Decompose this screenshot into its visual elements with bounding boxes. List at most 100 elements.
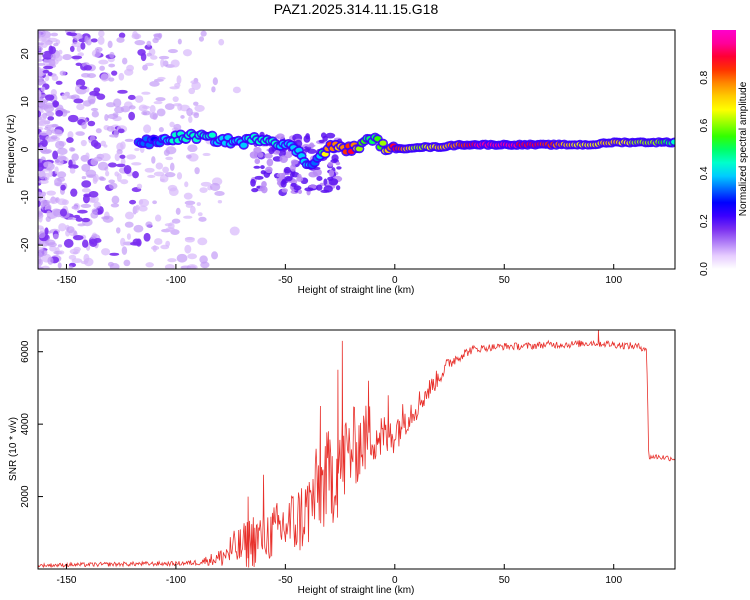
spectrogram-noise-blob <box>177 38 182 45</box>
spectrogram-y-tick-label: -20 <box>20 237 31 252</box>
spectrogram-noise-blob <box>99 65 105 71</box>
spectrogram-x-tick-label: -150 <box>56 275 76 286</box>
spectrogram-noise-blob <box>111 70 118 76</box>
spectrogram-noise-blob <box>46 210 52 217</box>
spectrogram-noise-blob <box>76 103 85 111</box>
spectrogram-noise-blob <box>41 191 47 197</box>
spectrogram-noise-blob <box>209 182 221 191</box>
spectrogram-noise-blob <box>133 224 144 233</box>
spectrogram-noise-blob <box>149 105 156 114</box>
spectrogram-noise-blob <box>44 102 55 109</box>
spectrogram-noise-blob <box>131 162 142 166</box>
spectrogram-noise-blob <box>81 180 92 188</box>
spectrogram-noise-blob <box>160 58 165 68</box>
spectrogram-noise-blob <box>110 203 120 208</box>
spectrogram-noise-blob <box>93 201 101 209</box>
snr-y-tick-label: 2000 <box>20 485 31 508</box>
spectrogram-noise-blob <box>164 263 175 269</box>
spectrogram-noise-blob <box>68 32 78 37</box>
spectrogram-noise-blob <box>119 154 126 159</box>
spectrogram-noise-blob <box>147 174 156 178</box>
spectrogram-noise-blob <box>193 112 200 119</box>
spectrogram-noise-blob <box>38 42 45 46</box>
spectrogram-noise-blob <box>75 217 83 222</box>
spectrogram-noise-blob <box>168 49 178 54</box>
spectrogram-spread-blob <box>333 158 338 163</box>
snr-marks <box>38 330 675 569</box>
spectrogram-noise-blob <box>184 181 189 188</box>
spectrogram-noise-blob <box>134 147 140 152</box>
spectrogram-spread-blob <box>283 166 292 174</box>
spectrogram-spread-blob <box>284 175 293 182</box>
spectrogram-noise-blob <box>132 171 139 179</box>
spectrogram-spread-blob <box>260 165 265 170</box>
spectrogram-noise-blob <box>183 192 193 200</box>
spectrogram-noise-blob <box>169 121 175 128</box>
spectrogram-noise-blob <box>58 250 65 255</box>
spectrogram-noise-blob <box>73 246 81 252</box>
spectrogram-noise-blob <box>155 162 164 170</box>
spectrogram-noise-blob <box>44 227 49 235</box>
spectrogram-noise-blob <box>188 115 193 124</box>
spectrogram-noise-blob <box>67 114 79 123</box>
spectrogram-noise-blob <box>59 208 68 217</box>
spectrogram-noise-blob <box>38 30 41 39</box>
spectrogram-noise-blob <box>63 238 74 248</box>
spectrogram-noise-blob <box>146 40 152 47</box>
spectrogram-noise-blob <box>50 32 59 37</box>
spectrogram-spread-blob <box>281 188 288 193</box>
spectrogram-x-tick-label: 0 <box>392 275 398 286</box>
spectrogram-spread-blob <box>325 132 336 139</box>
spectrogram-noise-blob <box>170 59 180 68</box>
spectrogram-noise-blob <box>97 161 109 171</box>
spectrogram-noise-blob <box>77 209 88 214</box>
spectrogram-noise-blob <box>68 265 73 269</box>
spectrogram-spread-blob <box>290 159 299 165</box>
spectrogram-noise-blob <box>81 175 87 180</box>
spectrogram-noise-blob <box>76 45 82 53</box>
spectrogram-noise-blob <box>164 103 175 110</box>
spectrogram-noise-blob <box>60 184 66 191</box>
spectrogram-noise-blob <box>51 124 58 128</box>
spectrogram-noise-blob <box>197 212 203 217</box>
spectrogram-noise-blob <box>141 91 151 95</box>
spectrogram-noise-blob <box>47 256 54 265</box>
spectrogram-noise-blob <box>81 163 91 172</box>
spectrogram-noise-blob <box>69 167 76 174</box>
spectrogram-noise-blob <box>38 89 42 99</box>
spectrogram-spread-blob <box>305 133 310 140</box>
spectrogram-noise-blob <box>75 62 82 67</box>
spectrogram-noise-blob <box>146 52 152 57</box>
spectrogram-spread-blob <box>297 189 303 194</box>
spectrogram-noise-blob <box>54 177 62 187</box>
spectrogram-noise-blob <box>126 64 134 72</box>
snr-x-tick-label: 0 <box>392 575 398 586</box>
spectrogram-noise-blob <box>118 32 126 39</box>
spectrogram-noise-blob <box>80 203 92 209</box>
spectrogram-noise-blob <box>39 131 49 136</box>
spectrogram-spread-blob <box>306 144 316 148</box>
spectrogram-noise-blob <box>38 170 46 180</box>
spectrogram-noise-blob <box>108 63 116 68</box>
spectrogram-noise-blob <box>202 152 211 157</box>
spectrogram-noise-blob <box>38 266 44 269</box>
spectrogram-noise-blob <box>43 65 54 70</box>
spectrogram-noise-blob <box>158 127 164 133</box>
spectrogram-noise-blob <box>51 75 59 81</box>
colorbar-tick-label: 0.8 <box>699 70 710 84</box>
spectrogram-noise-blob <box>54 166 59 175</box>
spectrogram-noise-blob <box>134 205 139 214</box>
spectrogram-noise-blob <box>165 156 174 161</box>
spectrogram-noise-blob <box>44 172 50 182</box>
spectrogram-noise-blob <box>92 176 98 185</box>
spectrogram-noise-blob <box>101 248 111 256</box>
spectrogram-ridge-core <box>208 132 216 138</box>
spectrogram-noise-blob <box>186 154 192 159</box>
spectrogram-noise-blob <box>172 96 179 103</box>
spectrogram-noise-blob <box>68 159 73 167</box>
spectrogram-noise-blob <box>145 221 153 228</box>
spectrogram-spread-blob <box>303 148 310 153</box>
spectrogram-noise-blob <box>44 41 53 46</box>
spectrogram-noise-blob <box>160 178 165 182</box>
spectrogram-noise-blob <box>66 226 75 234</box>
